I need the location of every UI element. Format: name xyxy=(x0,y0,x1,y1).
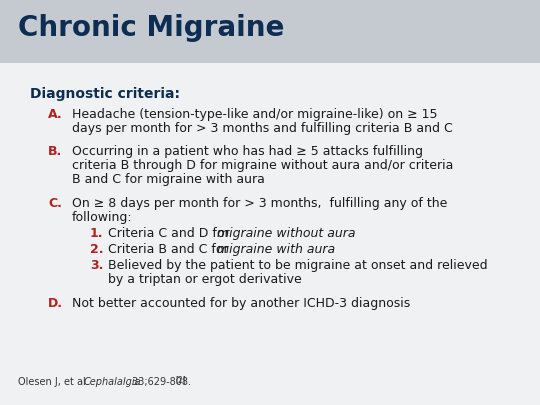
Text: Olesen J, et al.: Olesen J, et al. xyxy=(18,377,92,387)
Text: Occurring in a patient who has had ≥ 5 attacks fulfilling: Occurring in a patient who has had ≥ 5 a… xyxy=(72,145,423,158)
Text: On ≥ 8 days per month for > 3 months,  fulfilling any of the: On ≥ 8 days per month for > 3 months, fu… xyxy=(72,197,447,210)
Text: Headache (tension-type-like and/or migraine-like) on ≥ 15: Headache (tension-type-like and/or migra… xyxy=(72,108,437,121)
Text: B and C for migraine with aura: B and C for migraine with aura xyxy=(72,173,265,186)
Text: C.: C. xyxy=(48,197,62,210)
Text: 3.: 3. xyxy=(90,259,103,272)
Text: [2]: [2] xyxy=(176,375,187,384)
Text: migraine without aura: migraine without aura xyxy=(217,227,356,240)
Text: following:: following: xyxy=(72,211,133,224)
Text: 2.: 2. xyxy=(90,243,104,256)
Text: Criteria B and C for: Criteria B and C for xyxy=(108,243,233,256)
Text: Cephalalgia: Cephalalgia xyxy=(84,377,141,387)
Text: 1.: 1. xyxy=(90,227,104,240)
Text: D.: D. xyxy=(48,297,63,310)
Text: Believed by the patient to be migraine at onset and relieved: Believed by the patient to be migraine a… xyxy=(108,259,488,272)
Text: days per month for > 3 months and fulfilling criteria B and C: days per month for > 3 months and fulfil… xyxy=(72,122,453,135)
Text: Chronic Migraine: Chronic Migraine xyxy=(18,14,285,42)
Text: . 33;629-808.: . 33;629-808. xyxy=(126,377,191,387)
Text: criteria B through D for migraine without aura and/or criteria: criteria B through D for migraine withou… xyxy=(72,159,454,172)
Text: Diagnostic criteria:: Diagnostic criteria: xyxy=(30,87,180,101)
Text: by a triptan or ergot derivative: by a triptan or ergot derivative xyxy=(108,273,302,286)
FancyBboxPatch shape xyxy=(0,0,540,63)
FancyBboxPatch shape xyxy=(0,63,540,405)
Text: Not better accounted for by another ICHD-3 diagnosis: Not better accounted for by another ICHD… xyxy=(72,297,410,310)
Text: A.: A. xyxy=(48,108,63,121)
Text: B.: B. xyxy=(48,145,62,158)
Text: Criteria C and D for: Criteria C and D for xyxy=(108,227,234,240)
Text: migraine with aura: migraine with aura xyxy=(217,243,335,256)
